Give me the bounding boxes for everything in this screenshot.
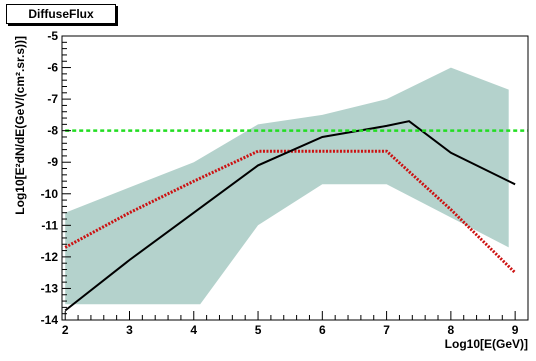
y-tick-label: -9 <box>47 155 58 169</box>
x-tick-label: 8 <box>448 323 455 337</box>
chart-title: DiffuseFlux <box>28 7 94 21</box>
x-axis-label: Log10[E(GeV)] <box>445 337 528 351</box>
y-tick-label: -12 <box>41 250 59 264</box>
series-red-dotted-line <box>64 149 517 274</box>
x-tick-label: 7 <box>383 323 390 337</box>
x-tick-label: 3 <box>126 323 133 337</box>
y-tick-label: -7 <box>47 92 58 106</box>
x-tick-label: 9 <box>512 323 519 337</box>
y-tick-label: -14 <box>41 313 59 327</box>
x-tick-label: 2 <box>62 323 69 337</box>
series-black-line <box>64 120 516 312</box>
plot-frame <box>61 35 529 321</box>
x-tick-label: 5 <box>255 323 262 337</box>
y-tick-label: -10 <box>41 187 59 201</box>
y-tick-label: -13 <box>41 281 59 295</box>
chart-title-box: DiffuseFlux <box>6 4 116 24</box>
uncertainty-band <box>65 67 509 305</box>
x-tick-label: 4 <box>190 323 197 337</box>
x-tick-label: 6 <box>319 323 326 337</box>
y-tick-label: -6 <box>47 61 58 75</box>
y-tick-label: -8 <box>47 124 58 138</box>
y-tick-label: -11 <box>41 218 58 232</box>
y-axis-label: Log10[E²dN/dE(GeV/(cm².sr.s))] <box>13 36 27 215</box>
y-tick-label: -5 <box>47 29 58 43</box>
